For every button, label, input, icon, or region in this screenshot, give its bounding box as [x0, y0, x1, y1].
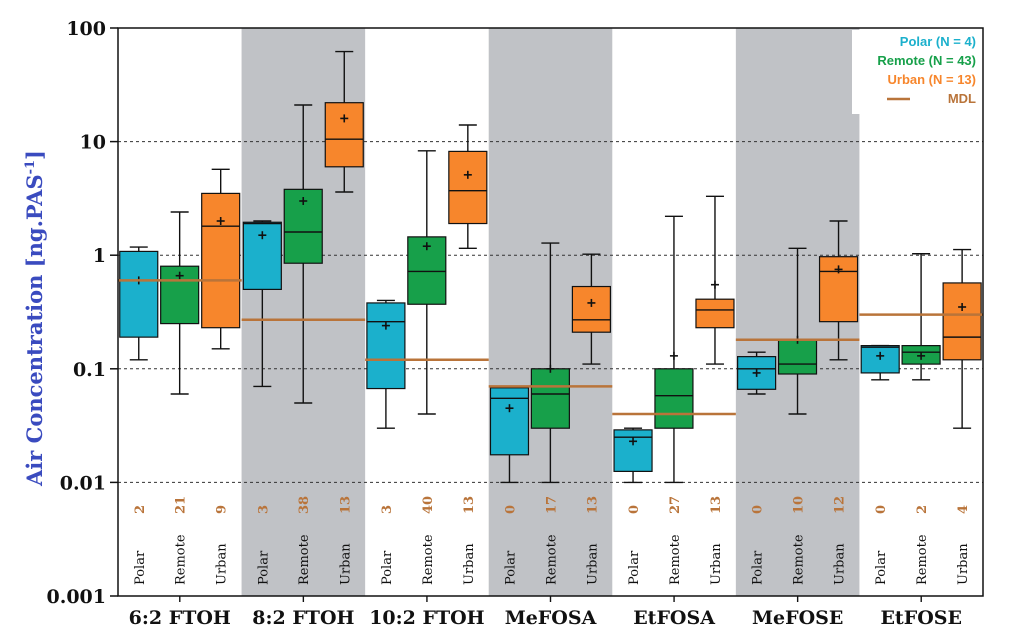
- y-tick-label: 0.001: [47, 586, 107, 608]
- detection-count: 10: [792, 496, 807, 514]
- group-label-urban: Urban: [956, 543, 971, 585]
- group-label-remote: Remote: [544, 534, 559, 585]
- group-label-urban: Urban: [585, 543, 600, 585]
- y-axis-label-sup: -1: [23, 160, 38, 174]
- legend-entry: Urban (N = 13): [888, 72, 977, 87]
- group-label-urban: Urban: [338, 543, 353, 585]
- group-label-urban: Urban: [462, 543, 477, 585]
- group-label-polar: Polar: [380, 550, 395, 585]
- detection-count: 0: [627, 505, 642, 514]
- y-tick-label: 10: [80, 132, 106, 154]
- y-axis-label: Air Concentration [ng.PAS-1]: [22, 150, 47, 487]
- y-axis-label-end: ]: [22, 150, 47, 160]
- group-labels-layer: 2 Polar 21 Remote 9 Urban 3 Polar 38 Remote 13 Urba…: [133, 496, 971, 585]
- box-remote: [530, 368, 570, 429]
- y-tick-label: 100: [66, 18, 106, 40]
- legend-entry: Remote (N = 43): [877, 53, 976, 68]
- group-label-remote: Remote: [297, 534, 312, 585]
- x-category-label: 8:2 FTOH: [252, 607, 354, 629]
- detection-count: 0: [874, 505, 889, 514]
- y-tick-label: 0.01: [60, 472, 106, 494]
- group-label-polar: Polar: [256, 550, 271, 585]
- x-category-label: EtFOSE: [880, 607, 962, 629]
- x-category-label: MeFOSA: [505, 607, 597, 629]
- box-urban: [942, 282, 982, 361]
- group-label-urban: Urban: [215, 543, 230, 585]
- detection-count: 12: [833, 496, 848, 514]
- box-urban: [695, 298, 735, 329]
- legend-entry: MDL: [948, 91, 976, 106]
- box-polar: [119, 250, 159, 338]
- x-category-label: 6:2 FTOH: [129, 607, 231, 629]
- x-category-label: 10:2 FTOH: [369, 607, 484, 629]
- detection-count: 13: [462, 496, 477, 514]
- group-label-polar: Polar: [133, 550, 148, 585]
- group-label-remote: Remote: [668, 534, 683, 585]
- group-label-polar: Polar: [627, 550, 642, 585]
- group-label-urban: Urban: [833, 543, 848, 585]
- detection-count: 38: [297, 496, 312, 514]
- detection-count: 4: [956, 505, 971, 514]
- detection-count: 13: [338, 496, 353, 514]
- detection-count: 3: [256, 505, 271, 514]
- detection-count: 40: [421, 496, 436, 514]
- y-tick-label: 0.1: [73, 359, 106, 381]
- detection-count: 3: [380, 505, 395, 514]
- detection-count: 0: [503, 505, 518, 514]
- detection-count: 13: [585, 496, 600, 514]
- x-category-label: MeFOSE: [752, 607, 843, 629]
- group-label-remote: Remote: [915, 534, 930, 585]
- box-remote: [777, 339, 818, 375]
- y-axis-label-main: Air Concentration [ng.PAS: [22, 174, 47, 487]
- group-label-remote: Remote: [174, 534, 189, 585]
- box-urban: [201, 192, 241, 329]
- box-polar: [366, 302, 406, 390]
- detection-count: 21: [174, 496, 189, 514]
- detection-count: 13: [709, 496, 724, 514]
- detection-count: 2: [133, 505, 148, 514]
- group-label-remote: Remote: [421, 534, 436, 585]
- box-urban: [324, 102, 364, 168]
- box-urban: [571, 285, 612, 333]
- x-category-label: EtFOSA: [633, 607, 715, 629]
- box-polar: [613, 429, 653, 472]
- mdl-lines-layer: [118, 279, 983, 416]
- group-label-polar: Polar: [751, 550, 766, 585]
- group-label-urban: Urban: [709, 543, 724, 585]
- group-label-polar: Polar: [503, 550, 518, 585]
- detection-count: 2: [915, 505, 930, 514]
- legend-entry: Polar (N = 4): [900, 34, 976, 49]
- box-polar: [737, 356, 777, 390]
- detection-count: 27: [668, 496, 683, 514]
- detection-count: 0: [751, 505, 766, 514]
- detection-count: 9: [215, 505, 230, 514]
- y-tick-label: 1: [93, 245, 106, 267]
- group-label-remote: Remote: [792, 534, 807, 585]
- legend: Polar (N = 4) Remote (N = 43) Urban (N = 1…: [852, 30, 980, 114]
- legend-box: [852, 30, 980, 114]
- boxes-layer: [119, 50, 982, 484]
- box-remote: [654, 368, 694, 429]
- detection-count: 17: [544, 496, 559, 514]
- group-label-polar: Polar: [874, 550, 889, 585]
- box-urban: [448, 150, 488, 225]
